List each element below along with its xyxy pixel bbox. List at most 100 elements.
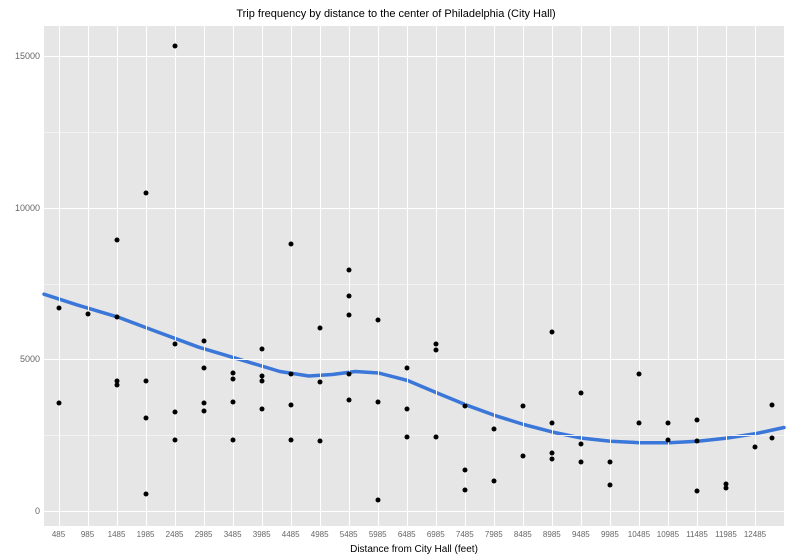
x-tick-label: 5985 (369, 530, 387, 539)
scatter-point (259, 378, 264, 383)
scatter-point (375, 317, 380, 322)
scatter-point (346, 372, 351, 377)
gridline-h-minor (44, 132, 784, 133)
scatter-point (665, 420, 670, 425)
scatter-point (288, 242, 293, 247)
scatter-point (346, 293, 351, 298)
scatter-point (230, 377, 235, 382)
gridline-v (668, 26, 669, 526)
scatter-point (317, 325, 322, 330)
x-tick-label: 6985 (427, 530, 445, 539)
gridline-v (320, 26, 321, 526)
scatter-point (56, 401, 61, 406)
scatter-point (770, 402, 775, 407)
scatter-point (375, 399, 380, 404)
gridline-h (44, 56, 784, 57)
x-tick-label: 8485 (514, 530, 532, 539)
gridline-v (465, 26, 466, 526)
scatter-point (259, 407, 264, 412)
scatter-point (578, 390, 583, 395)
scatter-point (346, 398, 351, 403)
x-tick-label: 9985 (601, 530, 619, 539)
scatter-point (317, 380, 322, 385)
x-tick-label: 11985 (715, 530, 737, 539)
chart-title: Trip frequency by distance to the center… (0, 8, 792, 20)
y-tick-label: 0 (0, 506, 40, 516)
y-tick-label: 10000 (0, 203, 40, 213)
x-tick-label: 3985 (253, 530, 271, 539)
gridline-v (523, 26, 524, 526)
plot-area (44, 26, 784, 526)
x-axis-title: Distance from City Hall (feet) (44, 544, 784, 555)
scatter-point (346, 267, 351, 272)
x-tick-label: 11485 (686, 530, 708, 539)
scatter-point (375, 498, 380, 503)
x-tick-label: 5485 (340, 530, 358, 539)
x-tick-label: 9485 (572, 530, 590, 539)
gridline-v (59, 26, 60, 526)
scatter-point (201, 339, 206, 344)
gridline-h-minor (44, 435, 784, 436)
gridline-v (262, 26, 263, 526)
y-tick-label: 5000 (0, 354, 40, 364)
x-tick-label: 3485 (224, 530, 242, 539)
gridline-h (44, 359, 784, 360)
gridline-v (726, 26, 727, 526)
scatter-point (723, 481, 728, 486)
gridline-v (436, 26, 437, 526)
gridline-v (639, 26, 640, 526)
scatter-point (549, 330, 554, 335)
scatter-point (346, 313, 351, 318)
gridline-v (697, 26, 698, 526)
scatter-point (636, 372, 641, 377)
scatter-point (288, 437, 293, 442)
scatter-point (520, 404, 525, 409)
scatter-point (288, 372, 293, 377)
scatter-point (694, 489, 699, 494)
scatter-point (578, 442, 583, 447)
scatter-point (201, 401, 206, 406)
x-tick-label: 4985 (311, 530, 329, 539)
gridline-v (407, 26, 408, 526)
gridline-v (755, 26, 756, 526)
scatter-point (770, 436, 775, 441)
x-tick-label: 485 (52, 530, 65, 539)
gridline-h (44, 511, 784, 512)
scatter-point (752, 445, 757, 450)
scatter-point (143, 416, 148, 421)
gridline-v (117, 26, 118, 526)
scatter-point (607, 483, 612, 488)
x-tick-label: 8985 (543, 530, 561, 539)
x-tick-label: 4485 (282, 530, 300, 539)
scatter-point (549, 420, 554, 425)
scatter-point (433, 348, 438, 353)
scatter-point (549, 457, 554, 462)
scatter-point (694, 439, 699, 444)
x-tick-label: 2485 (166, 530, 184, 539)
scatter-point (491, 478, 496, 483)
scatter-point (404, 434, 409, 439)
x-tick-label: 12485 (744, 530, 766, 539)
scatter-point (114, 237, 119, 242)
scatter-point (114, 383, 119, 388)
gridline-v (494, 26, 495, 526)
scatter-point (114, 314, 119, 319)
gridline-h (44, 208, 784, 209)
scatter-point (85, 311, 90, 316)
scatter-point (259, 346, 264, 351)
x-tick-label: 10985 (657, 530, 679, 539)
gridline-h-minor (44, 284, 784, 285)
gridline-v (291, 26, 292, 526)
scatter-point (172, 342, 177, 347)
scatter-point (433, 434, 438, 439)
scatter-point (230, 370, 235, 375)
x-tick-label: 2985 (195, 530, 213, 539)
scatter-point (201, 408, 206, 413)
scatter-point (201, 366, 206, 371)
gridline-v (175, 26, 176, 526)
scatter-point (462, 487, 467, 492)
scatter-point (143, 190, 148, 195)
scatter-point (665, 437, 670, 442)
scatter-point (636, 420, 641, 425)
scatter-point (143, 491, 148, 496)
